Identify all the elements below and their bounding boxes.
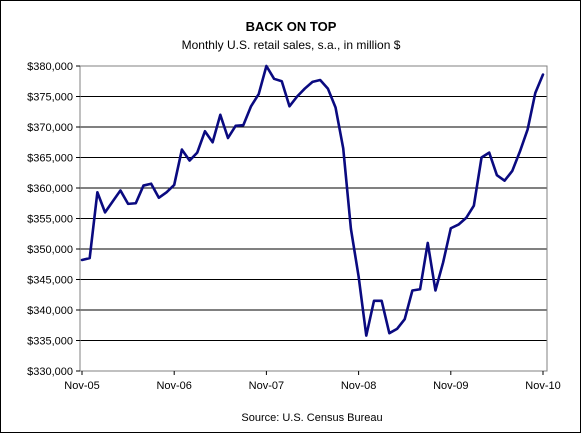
x-tick-label: Nov-09: [433, 380, 468, 392]
y-tick-label: $355,000: [27, 214, 73, 226]
chart-subtitle: Monthly U.S. retail sales, s.a., in mill…: [182, 38, 401, 52]
y-tick-label: $340,000: [27, 305, 73, 317]
y-tick-label: $370,000: [27, 122, 73, 134]
y-tick-label: $360,000: [27, 183, 73, 195]
series-line: [80, 64, 545, 337]
x-tick-label: Nov-07: [249, 380, 284, 392]
chart-source: Source: U.S. Census Bureau: [241, 412, 382, 424]
y-tick-label: $365,000: [27, 153, 73, 165]
x-axis-ticks: Nov-05 Nov-06 Nov-07 Nov-08 Nov-09 Nov-10: [64, 371, 561, 392]
y-tick-label: $380,000: [27, 61, 73, 73]
y-tick-label: $350,000: [27, 244, 73, 256]
chart-title: BACK ON TOP: [246, 19, 337, 34]
y-tick-label: $330,000: [27, 366, 73, 378]
series-group: [80, 64, 545, 337]
x-tick-label: Nov-06: [156, 380, 191, 392]
y-axis-ticks: $330,000 $335,000 $340,000 $345,000 $350,000…: [27, 61, 80, 378]
x-tick-label: Nov-08: [341, 380, 376, 392]
x-tick-label: Nov-10: [525, 380, 560, 392]
y-tick-label: $375,000: [27, 92, 73, 104]
y-tick-label: $345,000: [27, 275, 73, 287]
x-tick-label: Nov-05: [64, 380, 99, 392]
y-tick-label: $335,000: [27, 336, 73, 348]
gridlines: [80, 65, 547, 372]
